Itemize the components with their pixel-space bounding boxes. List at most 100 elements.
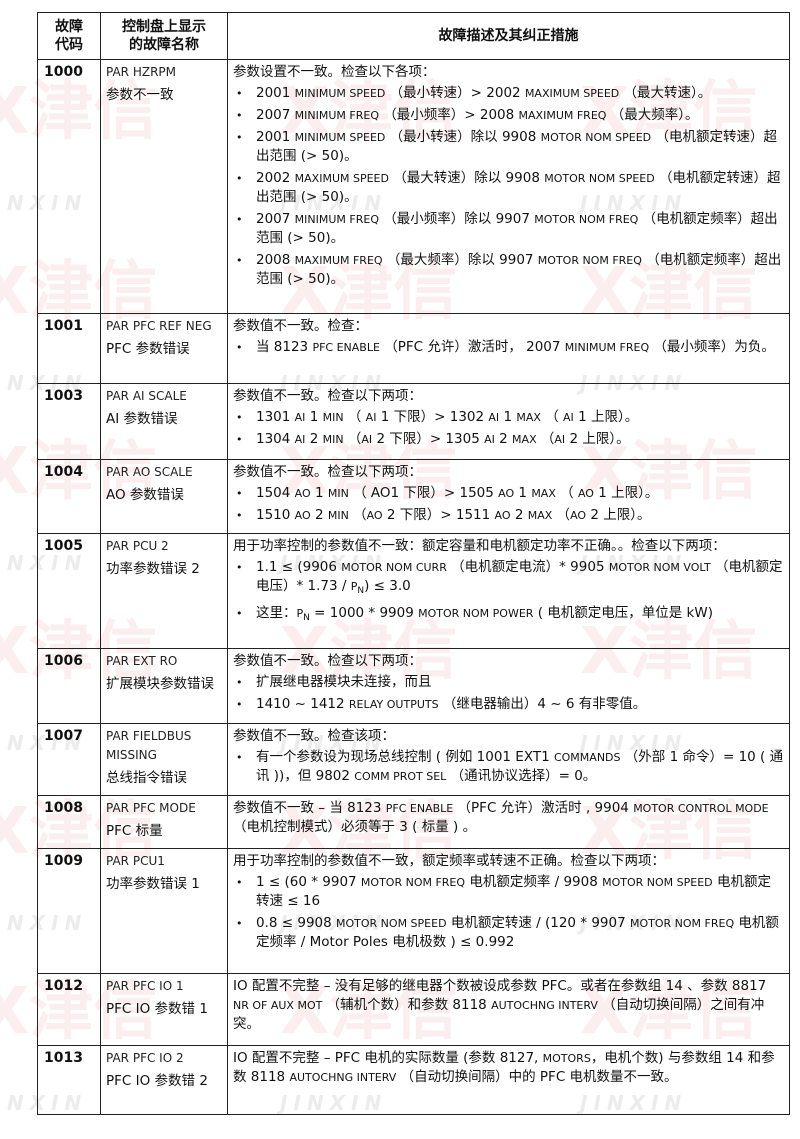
description-intro: 参数值不一致。检查以下两项： xyxy=(233,653,422,669)
check-list: 当 8123 PFC ENABLE （PFC 允许）激活时， 2007 MINI… xyxy=(233,338,784,357)
check-item: 1301 AI 1 MIN （ AI 1 下限）> 1302 AI 1 MAX … xyxy=(233,408,784,427)
fault-name-cn: PFC IO 参数错 2 xyxy=(106,1073,208,1089)
fault-code: 1012 xyxy=(37,973,101,1046)
fault-name-cn: 参数不一致 xyxy=(106,87,174,103)
description-intro: 参数值不一致。检查以下两项： xyxy=(233,388,422,404)
check-list: 有一个参数设为现场总线控制 ( 例如 1001 EXT1 COMMANDS （外… xyxy=(233,748,784,786)
check-item: 1.1 ≤ (9906 MOTOR NOM CURR （电机额定电流）* 990… xyxy=(233,558,784,601)
fault-name-cell: PAR EXT RO 扩展模块参数错误 xyxy=(100,648,228,724)
fault-name-cell: PAR FIELDBUS MISSING 总线指令错误 xyxy=(100,723,228,796)
fault-name-cn: PFC 标量 xyxy=(106,823,163,839)
fault-name-cn: AI 参数错误 xyxy=(106,411,178,427)
check-item: 2001 MINIMUM SPEED （最小转速）除以 9908 MOTOR N… xyxy=(233,128,784,166)
table-row: 1013 PAR PFC IO 2 PFC IO 参数错 2 IO 配置不完整 … xyxy=(37,1045,790,1115)
table-header-row: 故障 代码 控制盘上显示 的故障名称 故障描述及其纠正措施 xyxy=(37,12,790,60)
description-intro: 参数设置不一致。检查以下各项： xyxy=(233,64,436,80)
check-item: 2007 MINIMUM FREQ （最小频率）> 2008 MAXIMUM F… xyxy=(233,106,784,125)
header-fault-code: 故障 代码 xyxy=(37,12,101,60)
fault-name-cn: 功率参数错误 1 xyxy=(106,876,200,892)
table-row: 1012 PAR PFC IO 1 PFC IO 参数错 1 IO 配置不完整 … xyxy=(37,973,790,1046)
fault-name-cell: PAR PFC IO 2 PFC IO 参数错 2 xyxy=(100,1045,228,1115)
check-list: 1.1 ≤ (9906 MOTOR NOM CURR （电机额定电流）* 990… xyxy=(233,558,784,628)
check-item: 2002 MAXIMUM SPEED （最大转速）除以 9908 MOTOR N… xyxy=(233,169,784,207)
fault-name-en: PAR PFC REF NEG xyxy=(106,319,212,333)
fault-code: 1007 xyxy=(37,723,101,796)
check-list: 扩展继电器模块未连接，而且 1410 ~ 1412 RELAY OUTPUTS （… xyxy=(233,673,784,714)
fault-description-cell: 参数值不一致。检查： 当 8123 PFC ENABLE （PFC 允许）激活时，… xyxy=(227,313,790,384)
table-row: 1003 PAR AI SCALE AI 参数错误 参数值不一致。检查以下两项：… xyxy=(37,383,790,460)
table-row: 1008 PAR PFC MODE PFC 标量 参数值不一致 – 当 8123… xyxy=(37,795,790,849)
fault-name-cell: PAR AI SCALE AI 参数错误 xyxy=(100,383,228,460)
fault-name-cn: 功率参数错误 2 xyxy=(106,561,200,577)
check-list: 1301 AI 1 MIN （ AI 1 下限）> 1302 AI 1 MAX … xyxy=(233,408,784,449)
description-intro: 参数值不一致 – 当 8123 PFC ENABLE （PFC 允许）激活时 ,… xyxy=(233,800,769,835)
fault-name-en: PAR FIELDBUS MISSING xyxy=(106,729,192,762)
fault-name-en: PAR HZRPM xyxy=(106,65,177,79)
fault-name-en: PAR PCU1 xyxy=(106,854,165,868)
fault-name-cn: PFC 参数错误 xyxy=(106,341,190,357)
fault-description-cell: 用于功率控制的参数值不一致，额定频率或转速不正确。检查以下两项： 1 ≤ (60 … xyxy=(227,848,790,974)
fault-code: 1003 xyxy=(37,383,101,460)
fault-code: 1001 xyxy=(37,313,101,384)
fault-code: 1000 xyxy=(37,59,101,314)
check-item: 0.8 ≤ 9908 MOTOR NOM SPEED 电机额定转速 / (120… xyxy=(233,914,784,952)
check-item: 1 ≤ (60 * 9907 MOTOR NOM FREQ 电机额定频率 / 9… xyxy=(233,873,784,911)
fault-name-cell: PAR PCU 2 功率参数错误 2 xyxy=(100,533,228,649)
description-intro: IO 配置不完整 – PFC 电机的实际数量 (参数 8127, MOTORS，… xyxy=(233,1050,775,1085)
fault-description-cell: IO 配置不完整 – 没有足够的继电器个数被设成参数 PFC。或者在参数组 14… xyxy=(227,973,790,1046)
table-row: 1006 PAR EXT RO 扩展模块参数错误 参数值不一致。检查以下两项： 扩… xyxy=(37,648,790,724)
fault-name-cell: PAR AO SCALE AO 参数错误 xyxy=(100,459,228,534)
check-list: 2001 MINIMUM SPEED （最小转速）> 2002 MAXIMUM … xyxy=(233,84,784,289)
fault-name-en: PAR EXT RO xyxy=(106,654,178,668)
fault-name-cn: 扩展模块参数错误 xyxy=(106,676,214,692)
fault-description-cell: 参数值不一致。检查该项： 有一个参数设为现场总线控制 ( 例如 1001 EXT1… xyxy=(227,723,790,796)
fault-description-cell: 参数值不一致 – 当 8123 PFC ENABLE （PFC 允许）激活时 ,… xyxy=(227,795,790,849)
table-row: 1001 PAR PFC REF NEG PFC 参数错误 参数值不一致。检查：… xyxy=(37,313,790,384)
fault-name-cell: PAR PFC MODE PFC 标量 xyxy=(100,795,228,849)
fault-name-en: PAR AO SCALE xyxy=(106,465,193,479)
fault-description-cell: 参数值不一致。检查以下两项： 扩展继电器模块未连接，而且 1410 ~ 1412 R… xyxy=(227,648,790,724)
fault-name-en: PAR PCU 2 xyxy=(106,539,169,553)
fault-description-cell: 用于功率控制的参数值不一致：额定容量和电机额定功率不正确。。检查以下两项： 1.1… xyxy=(227,533,790,649)
check-list: 1 ≤ (60 * 9907 MOTOR NOM FREQ 电机额定频率 / 9… xyxy=(233,873,784,952)
check-item: 1510 AO 2 MIN （AO 2 下限）> 1511 AO 2 MAX （… xyxy=(233,506,784,525)
fault-name-cell: PAR PFC IO 1 PFC IO 参数错 1 xyxy=(100,973,228,1046)
description-intro: 参数值不一致。检查该项： xyxy=(233,728,395,744)
check-item: 2007 MINIMUM FREQ （最小频率）除以 9907 MOTOR NO… xyxy=(233,210,784,248)
check-list: 1504 AO 1 MIN （ AO1 下限）> 1505 AO 1 MAX （… xyxy=(233,484,784,525)
check-item: 1504 AO 1 MIN （ AO1 下限）> 1505 AO 1 MAX （… xyxy=(233,484,784,503)
fault-name-en: PAR PFC IO 1 xyxy=(106,979,184,993)
fault-code: 1005 xyxy=(37,533,101,649)
check-item: 扩展继电器模块未连接，而且 xyxy=(233,673,784,692)
fault-name-en: PAR AI SCALE xyxy=(106,389,187,403)
fault-name-cell: PAR PCU1 功率参数错误 1 xyxy=(100,848,228,974)
description-intro: 参数值不一致。检查以下两项： xyxy=(233,464,422,480)
check-item: 2008 MAXIMUM FREQ （最大频率）除以 9907 MOTOR NO… xyxy=(233,251,784,289)
fault-code: 1013 xyxy=(37,1045,101,1115)
fault-description-cell: 参数值不一致。检查以下两项： 1504 AO 1 MIN （ AO1 下限）> 1… xyxy=(227,459,790,534)
fault-name-cell: PAR HZRPM 参数不一致 xyxy=(100,59,228,314)
fault-name-cell: PAR PFC REF NEG PFC 参数错误 xyxy=(100,313,228,384)
fault-code-table: 故障 代码 控制盘上显示 的故障名称 故障描述及其纠正措施 1000 PAR H… xyxy=(37,12,790,1115)
description-intro: IO 配置不完整 – 没有足够的继电器个数被设成参数 PFC。或者在参数组 14… xyxy=(233,978,767,1032)
description-intro: 参数值不一致。检查： xyxy=(233,318,368,334)
fault-name-cn: PFC IO 参数错 1 xyxy=(106,1001,208,1017)
fault-description-cell: IO 配置不完整 – PFC 电机的实际数量 (参数 8127, MOTORS，… xyxy=(227,1045,790,1115)
check-item: 2001 MINIMUM SPEED （最小转速）> 2002 MAXIMUM … xyxy=(233,84,784,103)
check-item: 1410 ~ 1412 RELAY OUTPUTS （继电器输出）4 ~ 6 有… xyxy=(233,695,784,714)
table-row: 1007 PAR FIELDBUS MISSING 总线指令错误 参数值不一致。… xyxy=(37,723,790,796)
fault-name-cn: AO 参数错误 xyxy=(106,487,184,503)
description-intro: 用于功率控制的参数值不一致：额定容量和电机额定功率不正确。。检查以下两项： xyxy=(233,538,726,554)
fault-code: 1006 xyxy=(37,648,101,724)
check-item: 这里：PN = 1000 * 9909 MOTOR NOM POWER ( 电机… xyxy=(233,604,784,628)
header-fault-description: 故障描述及其纠正措施 xyxy=(227,12,790,60)
fault-name-en: PAR PFC IO 2 xyxy=(106,1051,184,1065)
fault-name-en: PAR PFC MODE xyxy=(106,801,196,815)
table-row: 1004 PAR AO SCALE AO 参数错误 参数值不一致。检查以下两项：… xyxy=(37,459,790,534)
check-item: 当 8123 PFC ENABLE （PFC 允许）激活时， 2007 MINI… xyxy=(233,338,784,357)
table-row: 1005 PAR PCU 2 功率参数错误 2 用于功率控制的参数值不一致：额定… xyxy=(37,533,790,649)
fault-name-cn: 总线指令错误 xyxy=(106,770,187,786)
check-item: 有一个参数设为现场总线控制 ( 例如 1001 EXT1 COMMANDS （外… xyxy=(233,748,784,786)
check-item: 1304 AI 2 MIN （AI 2 下限）> 1305 AI 2 MAX （… xyxy=(233,430,784,449)
table-row: 1009 PAR PCU1 功率参数错误 1 用于功率控制的参数值不一致，额定频… xyxy=(37,848,790,974)
